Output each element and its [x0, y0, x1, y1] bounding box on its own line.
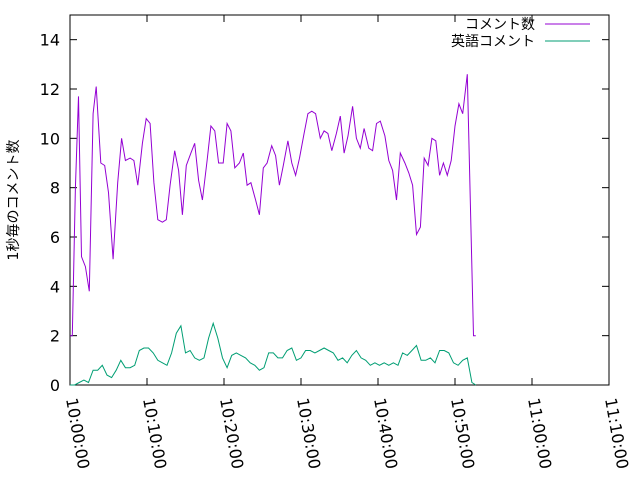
legend-label-1: コメント数 — [465, 17, 535, 33]
y-axis-title: 1秒毎のコメント数 — [6, 140, 22, 261]
x-tick-label: 11:00:00 — [524, 396, 555, 470]
x-tick-label: 10:10:00 — [139, 396, 170, 470]
series-line-2 — [70, 321, 477, 386]
y-tick-label: 10 — [40, 129, 60, 148]
x-tick-label: 10:30:00 — [293, 396, 324, 470]
plot-area: 0 2 4 6 8 10 12 14 10:00:00 10:10:00 10:20:00 10:3… — [40, 14, 632, 470]
x-axis: 10:00:00 10:10:00 10:20:00 10:30:00 10:40:00… — [62, 15, 632, 470]
y-tick-label: 4 — [50, 277, 60, 296]
y-axis: 0 2 4 6 8 10 12 14 — [40, 31, 609, 395]
series-line-1 — [70, 74, 476, 337]
y-tick-label: 6 — [50, 228, 60, 247]
y-tick-label: 2 — [50, 327, 60, 346]
y-tick-label: 14 — [40, 31, 60, 50]
x-tick-label: 10:20:00 — [216, 396, 247, 470]
x-tick-label: 10:50:00 — [447, 396, 478, 470]
x-tick-label: 10:00:00 — [62, 396, 93, 470]
legend-label-2: 英語コメント — [451, 33, 535, 50]
y-tick-label: 8 — [50, 179, 60, 198]
series-layer — [70, 74, 477, 386]
x-tick-label: 11:10:00 — [601, 396, 632, 470]
x-tick-label: 10:40:00 — [370, 396, 401, 470]
plot-frame — [69, 14, 610, 386]
y-tick-label: 12 — [40, 80, 60, 99]
y-tick-label: 0 — [50, 376, 60, 395]
